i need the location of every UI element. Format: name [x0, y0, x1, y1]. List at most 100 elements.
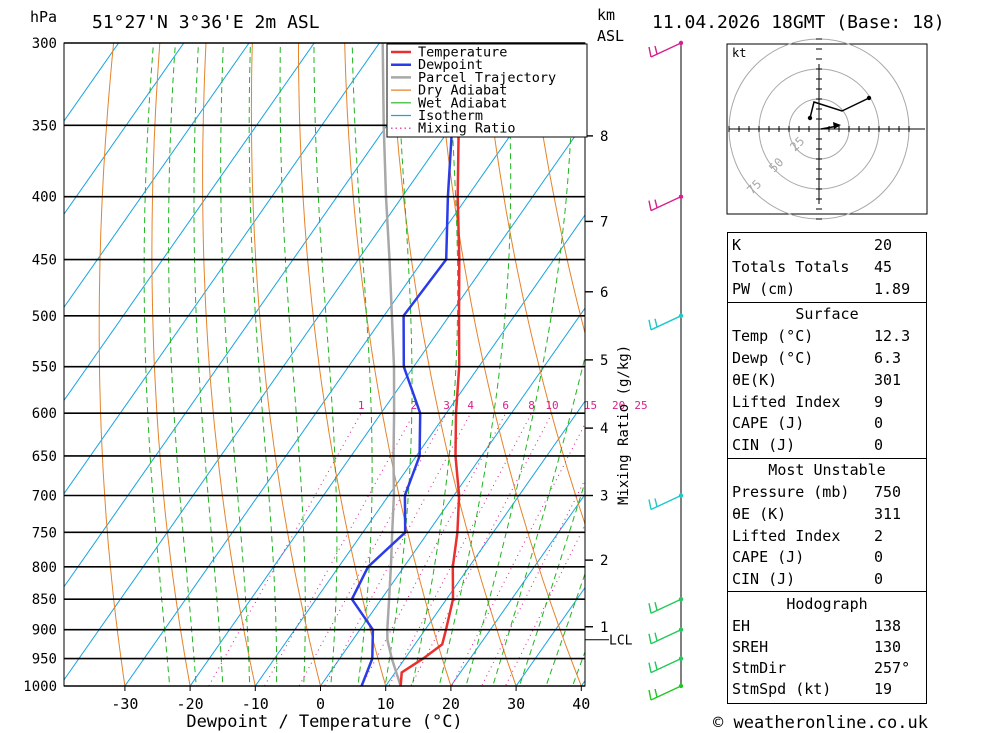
pressure-tick-label: 600: [32, 406, 57, 422]
mu-row: Lifted Index 2: [732, 526, 922, 547]
hodograph-title: Hodograph: [786, 595, 868, 613]
mu-row: θE (K) 311: [732, 504, 922, 525]
hodograph-table: Hodograph EH 138 SREH 130 StmDir 257° StmSp…: [727, 592, 927, 704]
plot-frame: [63, 42, 586, 687]
km-tick-label: 6: [600, 285, 608, 301]
mixing-ratio-tick-label: 1: [358, 399, 365, 412]
dry-adiabat-line: [298, 43, 387, 686]
wind-barbs: [648, 40, 684, 701]
surface-value: 6.3: [874, 349, 902, 367]
mu-value: 0: [874, 570, 884, 588]
surface-row: θE(K) 301: [732, 370, 922, 391]
x-axis-title: Dewpoint / Temperature (°C): [186, 712, 462, 732]
wind-barb-flag: [648, 319, 652, 330]
pressure-tick-label: 400: [32, 190, 57, 206]
wet-adiabat-line: [220, 43, 251, 686]
mixing-ratio-tick-label: 3: [443, 399, 450, 412]
wind-barb: [648, 627, 684, 645]
mu-label: CAPE (J): [732, 548, 805, 566]
wet-adiabat-line: [143, 43, 171, 686]
legend-box: [386, 43, 588, 138]
hodo-label: StmSpd (kt): [732, 680, 832, 698]
datetime-title: 11.04.2026 18GMT (Base: 18): [652, 12, 945, 33]
surface-row: CIN (J) 0: [732, 435, 922, 456]
km-unit-label: km: [597, 6, 615, 24]
most-unstable-title: Most Unstable: [768, 461, 886, 479]
hodo-label: StmDir: [732, 659, 787, 677]
storm-motion-arrowhead: [833, 122, 841, 129]
wind-barb: [648, 656, 684, 674]
mixing-ratio-tick-label: 6: [502, 399, 509, 412]
pressure-tick-label: 900: [32, 623, 57, 639]
hodo-value: 130: [874, 638, 902, 656]
mixing-ratio-line: [410, 412, 553, 686]
km-tick-label: 1: [600, 620, 608, 636]
surface-row: CAPE (J) 0: [732, 413, 922, 434]
legend-label: Temperature: [418, 45, 507, 61]
surface-value: 301: [874, 371, 902, 389]
wind-barb-flag: [648, 200, 652, 211]
hodo-row: StmDir 257°: [732, 658, 922, 679]
temp-tick-label: -30: [111, 695, 138, 713]
wind-barb: [648, 597, 684, 614]
pressure-tick-label: 800: [32, 560, 57, 576]
isotherm-line: [64, 43, 250, 309]
isotherm-line: [64, 43, 315, 402]
mixing-ratio-labels: 1 2 3 4 6 8 10 15 20 25: [358, 399, 648, 412]
parcel-series: [381, 43, 402, 686]
dry-adiabat-line: [151, 43, 191, 686]
legend-label: Dewpoint: [418, 57, 483, 73]
mu-row: Pressure (mb) 750: [732, 482, 922, 503]
mixing-ratio-line: [298, 412, 448, 686]
surface-row: Lifted Index 9: [732, 392, 922, 413]
surface-label: Lifted Index: [732, 393, 841, 411]
index-row: K 20: [732, 235, 922, 256]
km-tick-label: 4: [600, 421, 608, 437]
hodograph-point: [807, 115, 813, 121]
surface-title: Surface: [795, 305, 859, 323]
temp-tick-label: -10: [242, 695, 269, 713]
surface-row: Dewp (°C) 6.3: [732, 348, 922, 369]
mu-value: 2: [874, 527, 884, 545]
mu-row: CIN (J) 0: [732, 569, 922, 590]
wet-adiabat-line: [168, 43, 197, 686]
wind-barb-flag: [654, 199, 658, 208]
temp-tick-label: -20: [177, 695, 204, 713]
section-divider: [728, 302, 926, 303]
legend-label: Isotherm: [418, 108, 483, 124]
wind-barb-shaft: [650, 315, 682, 331]
mixing-ratio-axis-title: Mixing Ratio (g/kg): [616, 345, 632, 505]
surface-value: 12.3: [874, 327, 911, 345]
mixing-ratio-tick-label: 10: [545, 399, 558, 412]
wind-barb-flag: [654, 602, 658, 611]
mu-label: CIN (J): [732, 570, 796, 588]
wind-barb-flag: [654, 318, 658, 327]
surface-label: CIN (J): [732, 436, 796, 454]
section-divider: [728, 458, 926, 459]
wind-barb-shaft: [650, 685, 682, 701]
lcl-label: LCL: [609, 634, 633, 649]
wet-adiabat-line: [492, 355, 585, 686]
temp-tick-label: 0: [316, 695, 325, 713]
mu-value: 750: [874, 483, 902, 501]
wind-barb-flag: [648, 603, 652, 614]
wind-barb: [648, 493, 684, 511]
km-tick-label: 7: [600, 214, 608, 230]
wind-barb-flag: [648, 689, 652, 701]
temp-tick-label: 40: [572, 695, 590, 713]
dry-adiabat-line: [98, 43, 126, 686]
mu-value: 0: [874, 548, 884, 566]
wet-adiabat-line: [411, 43, 459, 686]
wet-adiabat-line: [313, 43, 338, 686]
index-label: PW (cm): [732, 280, 796, 298]
mixing-ratio-tick-label: 15: [584, 399, 597, 412]
profile-lines: [350, 43, 466, 686]
pressure-tick-label: 1000: [23, 679, 57, 695]
wind-barb: [648, 194, 684, 212]
dry-adiabat-line: [250, 43, 322, 686]
temp-tick-label: 10: [377, 695, 395, 713]
pressure-tick-label: 550: [32, 360, 57, 376]
wind-barb-shaft: [650, 657, 682, 674]
